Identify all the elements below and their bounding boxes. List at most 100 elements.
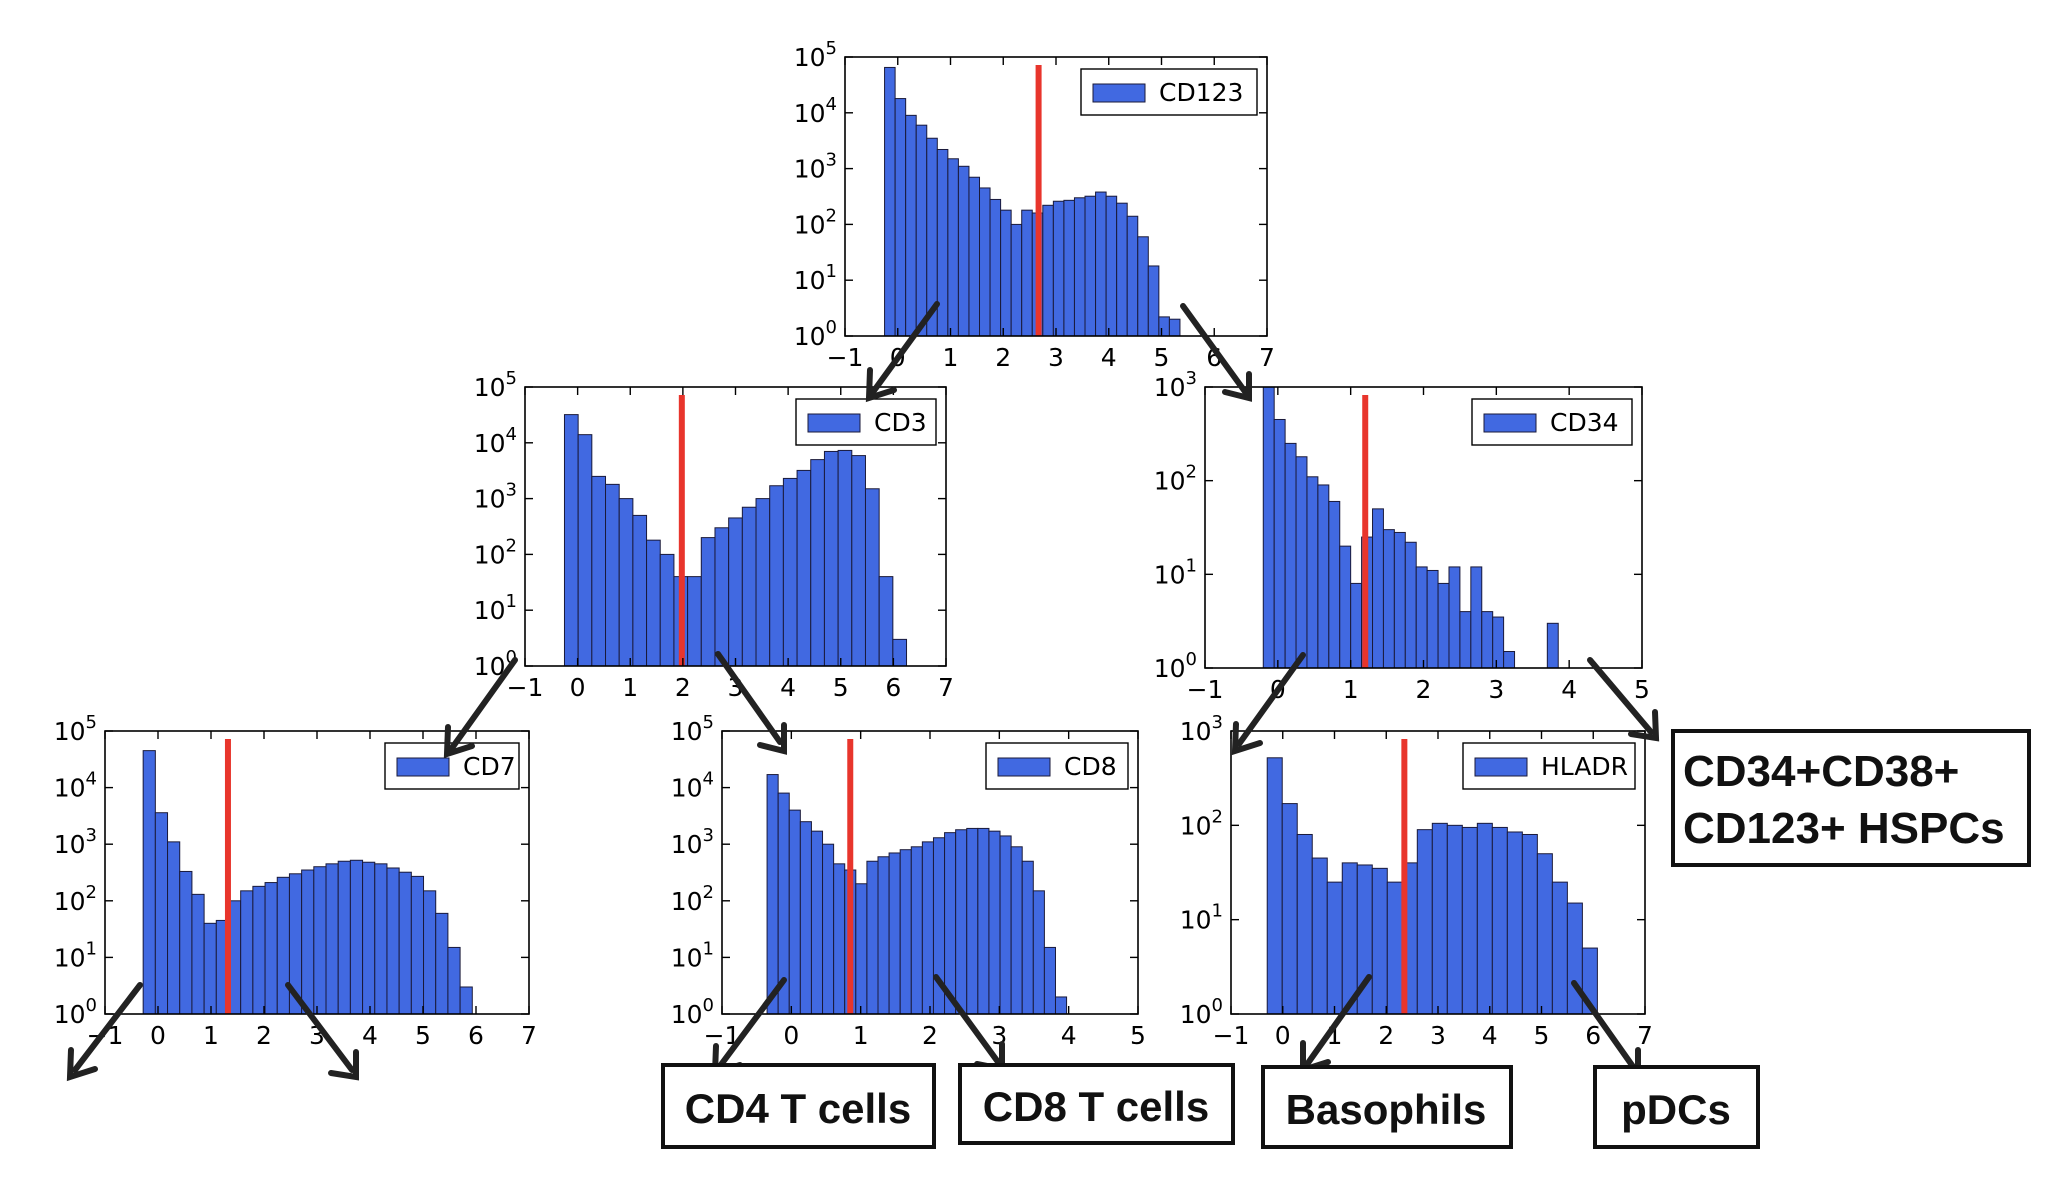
- x-tick-label: 5: [1534, 1021, 1550, 1050]
- x-tick-label: 5: [1634, 675, 1650, 704]
- histogram-bar: [191, 893, 205, 1015]
- histogram-bar: [851, 455, 866, 667]
- arrow-hladr-to-baso: [1305, 974, 1372, 1066]
- x-tick-label: 4: [1561, 675, 1577, 704]
- label-hspc-line2: CD123+ HSPCs: [1683, 804, 2005, 853]
- histogram-bar: [1470, 566, 1483, 669]
- histogram-bar: [252, 885, 266, 1015]
- histogram-bar: [1459, 611, 1472, 669]
- histogram-bar: [979, 187, 991, 337]
- histogram-bar: [435, 912, 449, 1015]
- histogram-bar: [894, 98, 907, 337]
- histogram-bar: [989, 198, 1002, 337]
- histogram-bar: [968, 176, 981, 337]
- legend-label: CD8: [1064, 752, 1117, 781]
- histogram-bar: [1137, 236, 1149, 337]
- legend-cd34: CD34: [1471, 398, 1633, 446]
- x-tick-label: 5: [833, 673, 849, 702]
- histogram-bar: [591, 475, 607, 667]
- histogram-bar: [1536, 853, 1553, 1015]
- x-tick-label: 4: [1482, 1021, 1498, 1050]
- histogram-bar: [755, 498, 771, 667]
- x-tick-label: −1: [1187, 675, 1224, 704]
- legend-swatch: [997, 757, 1051, 777]
- histogram-bar: [788, 809, 801, 1015]
- histogram-bar: [877, 856, 890, 1015]
- histogram-bar: [1052, 200, 1065, 337]
- x-tick-label: 7: [521, 1021, 537, 1050]
- arrow-cd8-to-cd8t: [933, 974, 1001, 1065]
- x-tick-label: 0: [1275, 1021, 1291, 1050]
- histogram-bar: [1503, 651, 1516, 669]
- y-tick-label: 100: [1180, 995, 1223, 1029]
- histogram-bar: [313, 866, 327, 1015]
- histogram-bar: [822, 843, 835, 1015]
- histogram-bar: [423, 890, 437, 1015]
- histogram-bar: [325, 863, 339, 1015]
- histogram-bar: [766, 774, 779, 1015]
- histogram-bar: [1382, 529, 1395, 669]
- histogram-bar: [1317, 484, 1330, 669]
- histogram-bar: [1566, 902, 1583, 1015]
- bars-cd7: [142, 750, 473, 1015]
- x-tick-label: 7: [938, 673, 954, 702]
- arrow-cd34-to-hladr: [1236, 652, 1306, 747]
- histogram-bar: [1415, 566, 1428, 669]
- x-tick-label: 0: [150, 1021, 166, 1050]
- x-tick-label: 4: [1061, 1021, 1077, 1050]
- histogram-bar: [1426, 569, 1439, 669]
- x-tick-label: 2: [256, 1021, 272, 1050]
- histogram-bar: [977, 827, 990, 1015]
- histogram-bar: [1506, 831, 1523, 1015]
- legend-swatch: [396, 757, 450, 777]
- x-tick-label: −1: [827, 343, 864, 372]
- x-tick-label: 6: [468, 1021, 484, 1050]
- gating-arrows: [66, 301, 1660, 1082]
- histogram-bar: [264, 882, 278, 1015]
- y-tick-label: 100: [1154, 649, 1197, 683]
- x-tick-label: 0: [783, 1021, 799, 1050]
- histogram-bar: [410, 875, 425, 1015]
- histogram-bar: [1491, 826, 1508, 1015]
- histogram-bar: [878, 576, 894, 667]
- histogram-bar: [1010, 223, 1023, 337]
- histogram-bar: [1328, 500, 1341, 669]
- histogram-bar: [240, 890, 254, 1015]
- histogram-bar: [1481, 611, 1494, 669]
- histogram-bar: [999, 835, 1012, 1015]
- histogram-bar: [884, 66, 896, 337]
- arrow-head: [865, 367, 897, 403]
- y-tick-label: 101: [54, 938, 97, 972]
- histogram-bar: [905, 114, 917, 337]
- population-box-pdcs: pDCs: [1593, 1065, 1760, 1149]
- x-tick-label: 3: [1488, 675, 1504, 704]
- y-tick-label: 104: [474, 424, 517, 458]
- y-tick-label: 104: [671, 769, 714, 803]
- x-tick-label: 0: [570, 673, 586, 702]
- population-box-hspcs: CD34+CD38+ CD123+ HSPCs: [1671, 729, 2031, 867]
- x-tick-label: 4: [362, 1021, 378, 1050]
- histogram-bar: [1521, 833, 1538, 1015]
- legend-swatch: [807, 413, 861, 433]
- y-tick-label: 103: [794, 150, 837, 184]
- x-tick-label: 1: [943, 343, 959, 372]
- x-tick-label: 1: [1343, 675, 1359, 704]
- bars-cd3: [563, 414, 908, 667]
- arrow-cd7-right: [285, 982, 355, 1073]
- y-tick-label: 105: [794, 38, 837, 72]
- x-tick-label: 1: [853, 1021, 869, 1050]
- y-tick-label: 103: [671, 825, 714, 859]
- y-tick-label: 105: [671, 712, 714, 746]
- histogram-bar: [1296, 833, 1313, 1015]
- histogram-bar: [276, 876, 290, 1015]
- x-tick-label: 1: [622, 673, 638, 702]
- histogram-bar: [154, 812, 169, 1015]
- x-tick-label: 3: [1048, 343, 1064, 372]
- population-box-cd4: CD4 T cells: [661, 1063, 936, 1149]
- histogram-bar: [1350, 582, 1363, 669]
- y-tick-label: 102: [1154, 462, 1197, 496]
- histogram-bar: [899, 849, 912, 1015]
